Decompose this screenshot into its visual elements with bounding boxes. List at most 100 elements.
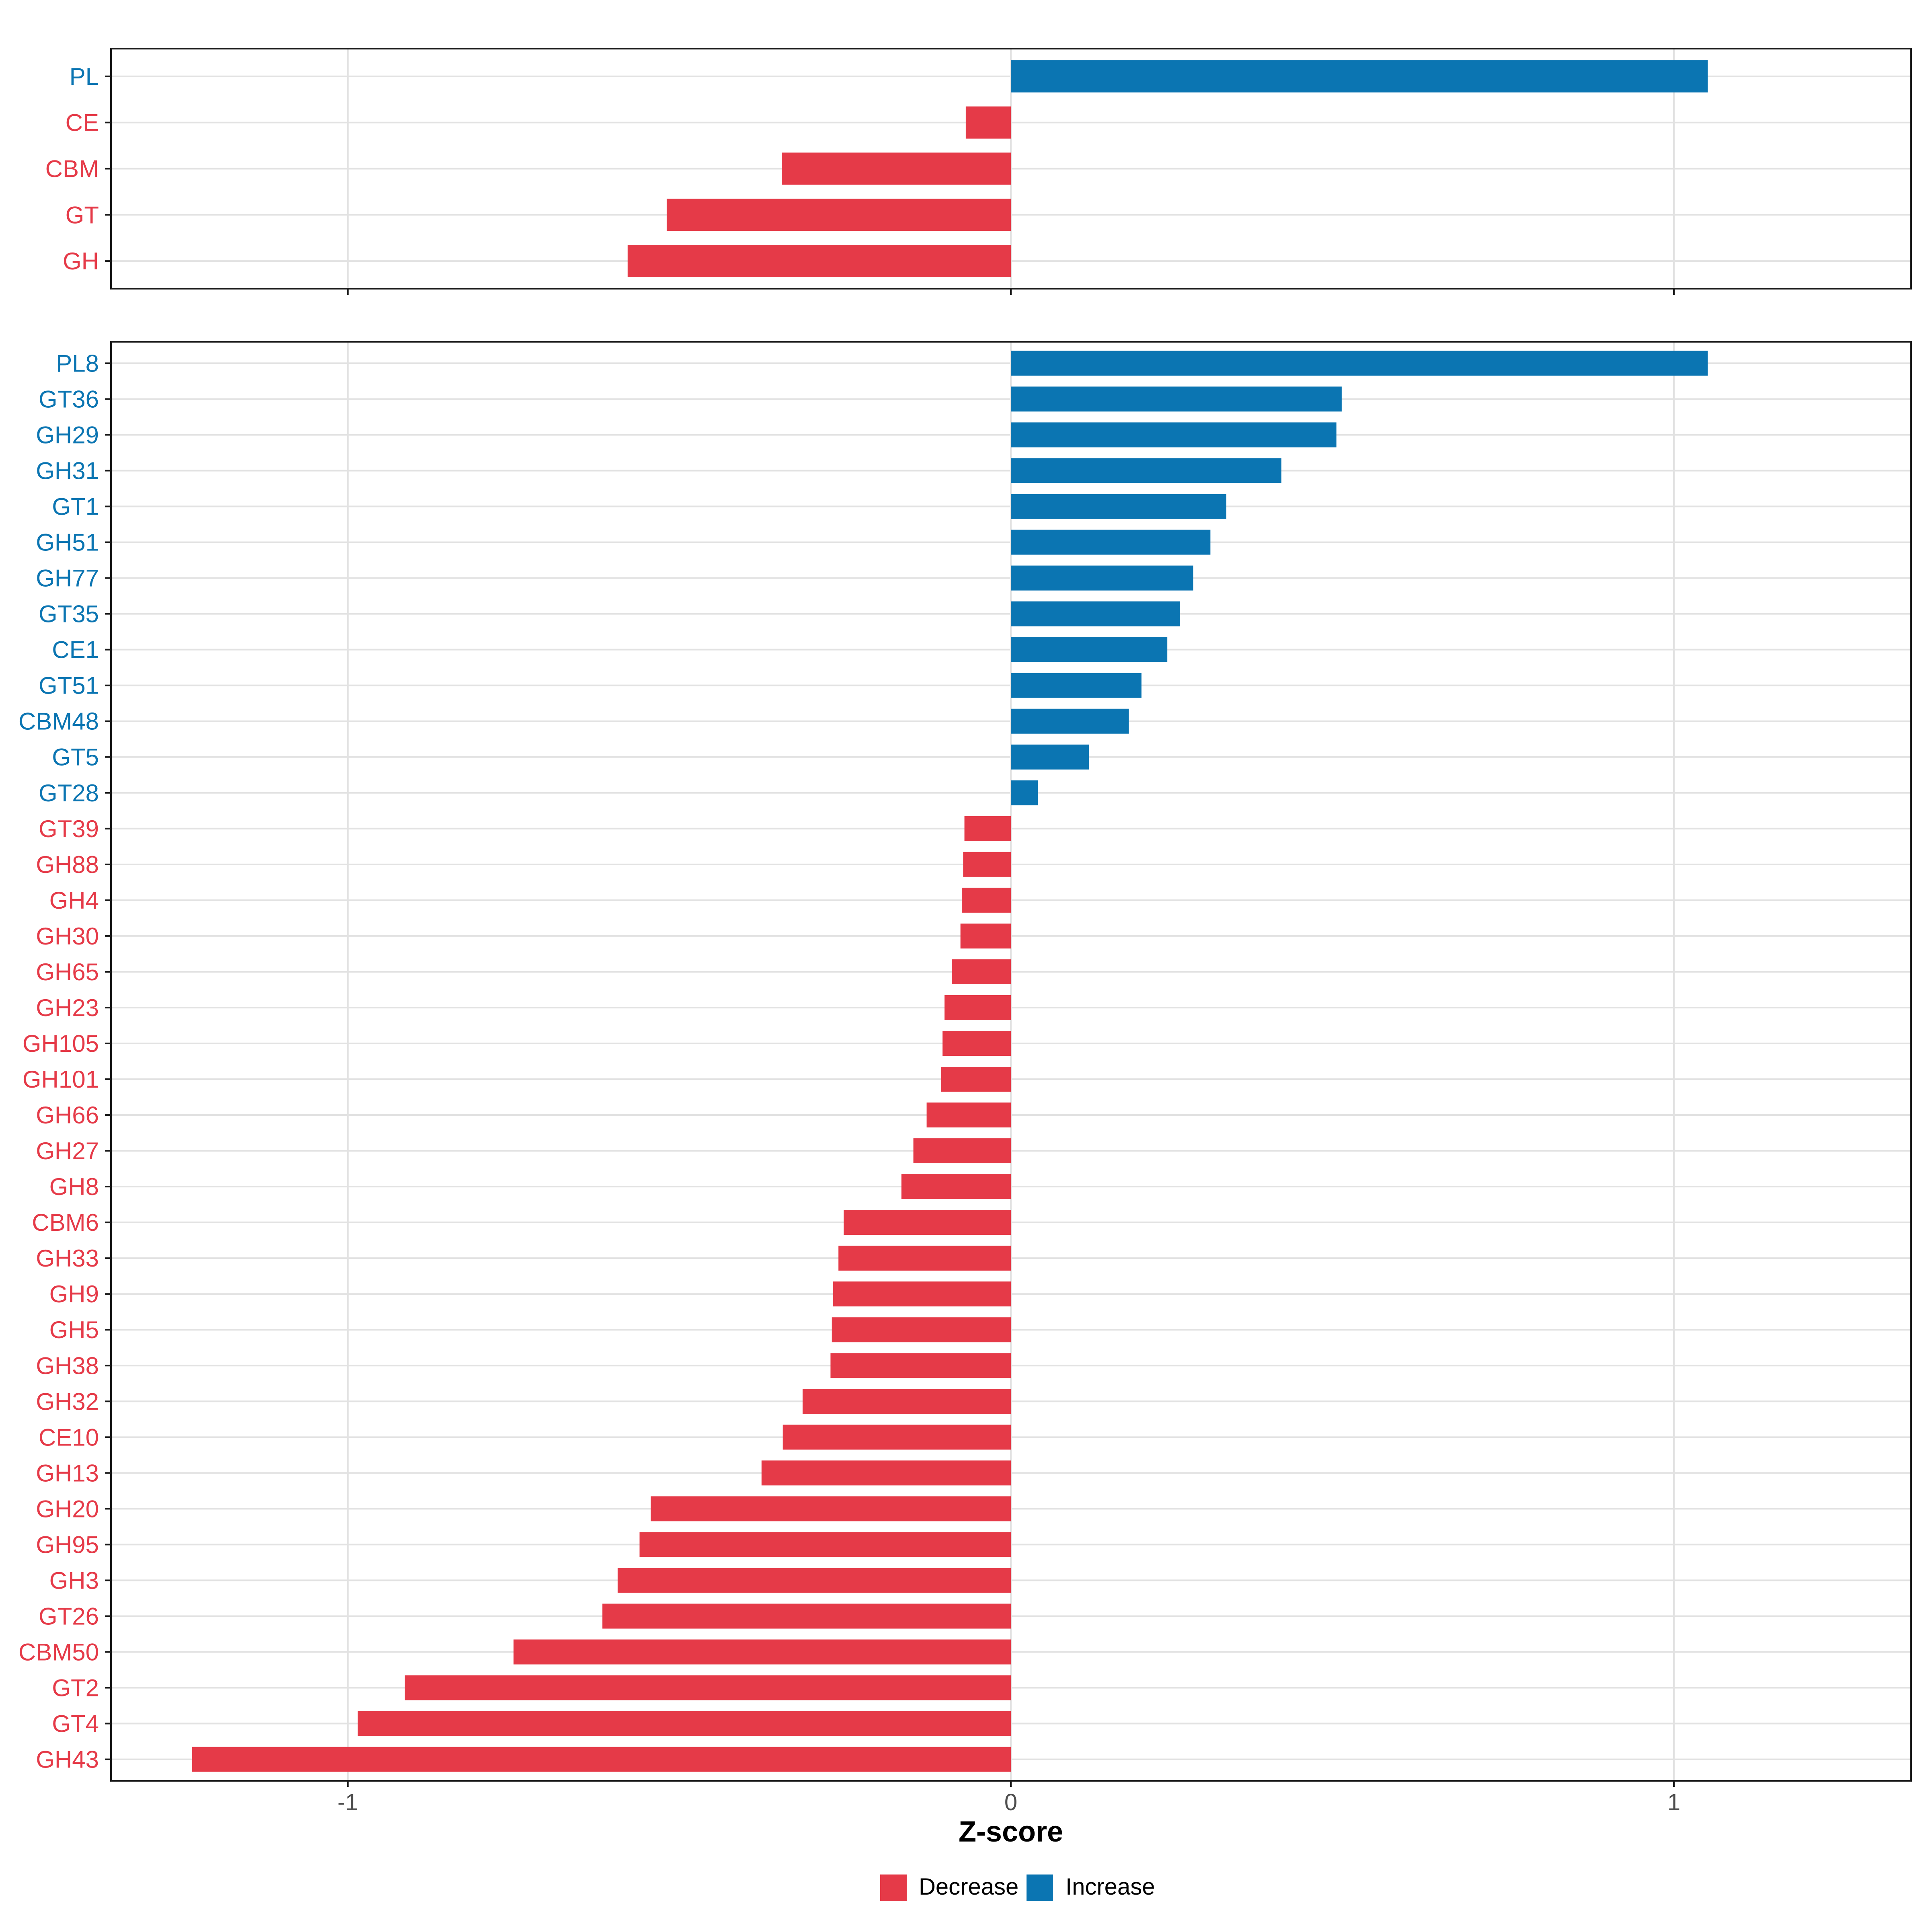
bar-GT51 (1011, 673, 1142, 698)
category-label-GH8: GH8 (49, 1173, 99, 1200)
category-label-GH66: GH66 (36, 1102, 99, 1129)
bar-GH95 (639, 1532, 1011, 1557)
category-label-GT: GT (66, 201, 99, 228)
category-label-GH29: GH29 (36, 421, 99, 448)
bar-GH33 (838, 1246, 1011, 1271)
bar-GH105 (942, 1031, 1011, 1056)
category-label-GH38: GH38 (36, 1352, 99, 1379)
category-label-GH101: GH101 (23, 1066, 99, 1093)
legend-label-decrease: Decrease (919, 1874, 1018, 1900)
bar-GH32 (803, 1389, 1011, 1414)
bar-GH23 (944, 995, 1011, 1020)
legend-label-increase: Increase (1066, 1874, 1155, 1900)
x-tick-label-1: 1 (1667, 1789, 1680, 1815)
bar-GH43 (192, 1747, 1011, 1772)
bar-CBM50 (513, 1639, 1011, 1665)
bar-PL8 (1011, 351, 1708, 376)
bar-GT5 (1011, 744, 1089, 770)
category-label-PL: PL (70, 63, 99, 90)
bar-CE1 (1011, 637, 1168, 662)
x-axis-tick-labels: -1 0 1 (337, 1789, 1680, 1815)
category-label-PL8: PL8 (56, 350, 99, 377)
category-label-GT51: GT51 (39, 672, 99, 699)
category-label-CBM6: CBM6 (32, 1209, 99, 1236)
category-label-GT1: GT1 (52, 493, 99, 520)
category-label-GT35: GT35 (39, 601, 99, 628)
bar-GH13 (761, 1460, 1011, 1486)
x-tick-label-0: 0 (1004, 1789, 1017, 1815)
category-label-GH27: GH27 (36, 1137, 99, 1164)
x-axis-title: Z-score (959, 1816, 1063, 1848)
bar-GH29 (1011, 422, 1337, 448)
bar-GH4 (961, 887, 1011, 913)
bar-GH3 (618, 1568, 1011, 1593)
category-label-GH77: GH77 (36, 565, 99, 592)
legend-swatch-decrease (880, 1875, 907, 1901)
category-label-GH33: GH33 (36, 1245, 99, 1272)
category-label-GT2: GT2 (52, 1675, 99, 1702)
x-tick-label--1: -1 (337, 1789, 358, 1815)
bar-GH9 (833, 1281, 1011, 1307)
category-label-GH105: GH105 (23, 1030, 99, 1057)
bar-GH65 (952, 959, 1011, 984)
category-label-GH51: GH51 (36, 529, 99, 556)
bar-GH5 (832, 1317, 1011, 1343)
category-label-GH9: GH9 (49, 1281, 99, 1308)
category-label-CE1: CE1 (52, 636, 99, 663)
category-label-GT39: GT39 (39, 815, 99, 842)
bar-GT28 (1011, 780, 1038, 805)
bar-GT35 (1011, 601, 1180, 626)
bar-CBM (782, 152, 1011, 185)
category-label-CE10: CE10 (39, 1424, 99, 1451)
category-label-GH31: GH31 (36, 458, 99, 485)
legend: Decrease Increase (880, 1874, 1155, 1901)
bar-GH20 (651, 1496, 1011, 1521)
bar-GH30 (960, 923, 1011, 949)
category-label-GT28: GT28 (39, 780, 99, 807)
category-label-GH3: GH3 (49, 1567, 99, 1594)
bar-GH8 (901, 1174, 1011, 1199)
bar-GH77 (1011, 565, 1193, 591)
category-label-CE: CE (66, 109, 99, 136)
legend-swatch-increase (1027, 1875, 1053, 1901)
bar-GT26 (602, 1603, 1011, 1629)
category-label-GH65: GH65 (36, 959, 99, 986)
category-label-CBM: CBM (45, 156, 99, 183)
category-label-GT4: GT4 (52, 1710, 99, 1737)
bar-GH101 (941, 1067, 1011, 1092)
bar-GH66 (926, 1103, 1011, 1128)
category-label-GH23: GH23 (36, 994, 99, 1021)
category-label-GH: GH (63, 248, 99, 275)
bar-GH51 (1011, 530, 1211, 555)
category-label-GH88: GH88 (36, 851, 99, 878)
bar-GH27 (913, 1138, 1011, 1164)
category-label-GH5: GH5 (49, 1316, 99, 1343)
bar-CE10 (782, 1425, 1011, 1450)
category-label-GT5: GT5 (52, 744, 99, 771)
bar-GH31 (1011, 458, 1281, 483)
category-label-GH95: GH95 (36, 1531, 99, 1558)
category-label-CBM48: CBM48 (18, 708, 99, 735)
category-label-GH13: GH13 (36, 1460, 99, 1486)
category-label-CBM50: CBM50 (18, 1638, 99, 1665)
category-label-GH20: GH20 (36, 1495, 99, 1522)
bar-GT36 (1011, 386, 1342, 412)
bar-CBM48 (1011, 708, 1129, 734)
bar-GH (627, 245, 1011, 277)
top-panel-families: PL CE CBM GT GH (45, 48, 1912, 295)
bar-GH88 (963, 852, 1011, 877)
category-label-GH4: GH4 (49, 887, 99, 914)
category-label-GT36: GT36 (39, 386, 99, 413)
bar-GT (667, 199, 1011, 231)
category-label-GH32: GH32 (36, 1388, 99, 1415)
bar-GT4 (357, 1711, 1011, 1736)
bar-PL (1011, 60, 1708, 92)
bar-GH38 (830, 1353, 1011, 1378)
category-label-GH30: GH30 (36, 923, 99, 950)
bottom-panel-subfamilies: PL8 GT36 GH29 GH31 GT1 GH51 GH77 GT35 CE1 GT51 CBM… (18, 341, 1912, 1787)
bar-GT1 (1011, 494, 1226, 519)
bar-CE (965, 106, 1011, 139)
category-label-GH43: GH43 (36, 1746, 99, 1773)
